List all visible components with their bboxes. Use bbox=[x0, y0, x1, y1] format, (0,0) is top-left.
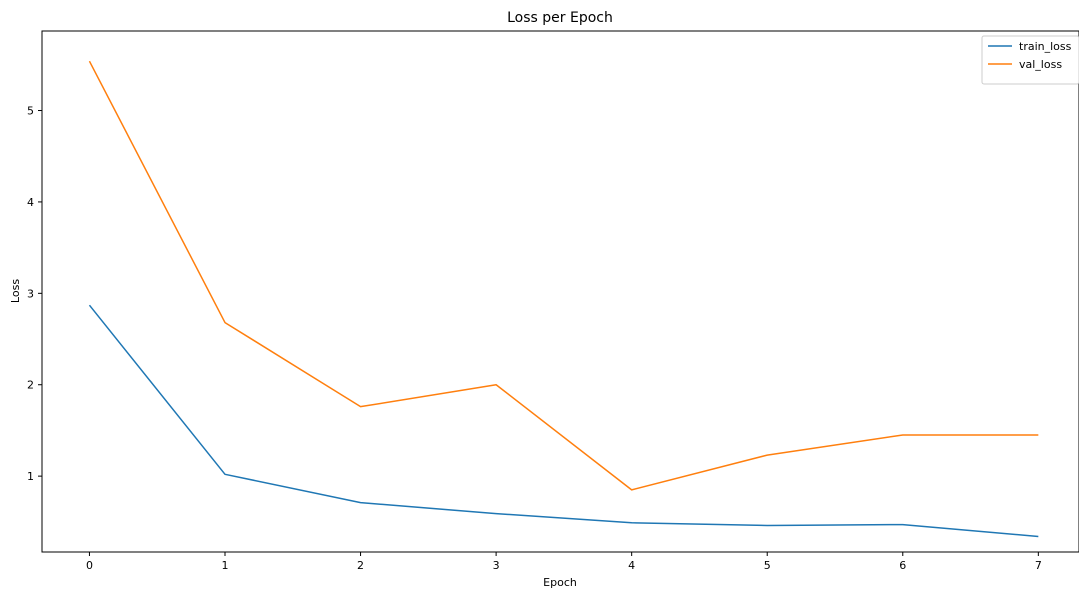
legend: train_loss val_loss bbox=[981, 35, 1079, 85]
x-tick-label: 3 bbox=[493, 559, 500, 572]
x-tick-label: 4 bbox=[628, 559, 635, 572]
x-axis-ticks: 0 1 2 3 4 5 6 7 bbox=[86, 552, 1042, 572]
legend-label-train_loss: train_loss bbox=[1019, 40, 1072, 53]
y-axis-ticks: 1 2 3 4 5 bbox=[27, 105, 42, 483]
series-layer bbox=[88, 60, 1039, 538]
y-tick-label: 2 bbox=[27, 379, 34, 392]
series-line-val_loss bbox=[88, 60, 1039, 491]
y-tick-label: 3 bbox=[27, 287, 34, 300]
x-tick-label: 5 bbox=[764, 559, 771, 572]
series-line-train_loss bbox=[88, 304, 1039, 538]
y-tick-label: 5 bbox=[27, 105, 34, 118]
y-tick-label: 1 bbox=[27, 470, 34, 483]
chart-title: Loss per Epoch bbox=[507, 10, 613, 26]
x-tick-label: 0 bbox=[86, 559, 93, 572]
x-tick-label: 7 bbox=[1035, 559, 1042, 572]
y-tick-label: 4 bbox=[27, 196, 34, 209]
x-tick-label: 6 bbox=[899, 559, 906, 572]
x-axis-title: Epoch bbox=[543, 576, 577, 589]
legend-box bbox=[981, 35, 1079, 85]
y-axis-title: Loss bbox=[9, 279, 22, 303]
x-tick-label: 2 bbox=[357, 559, 364, 572]
legend-label-val_loss: val_loss bbox=[1019, 58, 1062, 71]
x-tick-label: 1 bbox=[222, 559, 229, 572]
plot-frame bbox=[41, 30, 1079, 553]
